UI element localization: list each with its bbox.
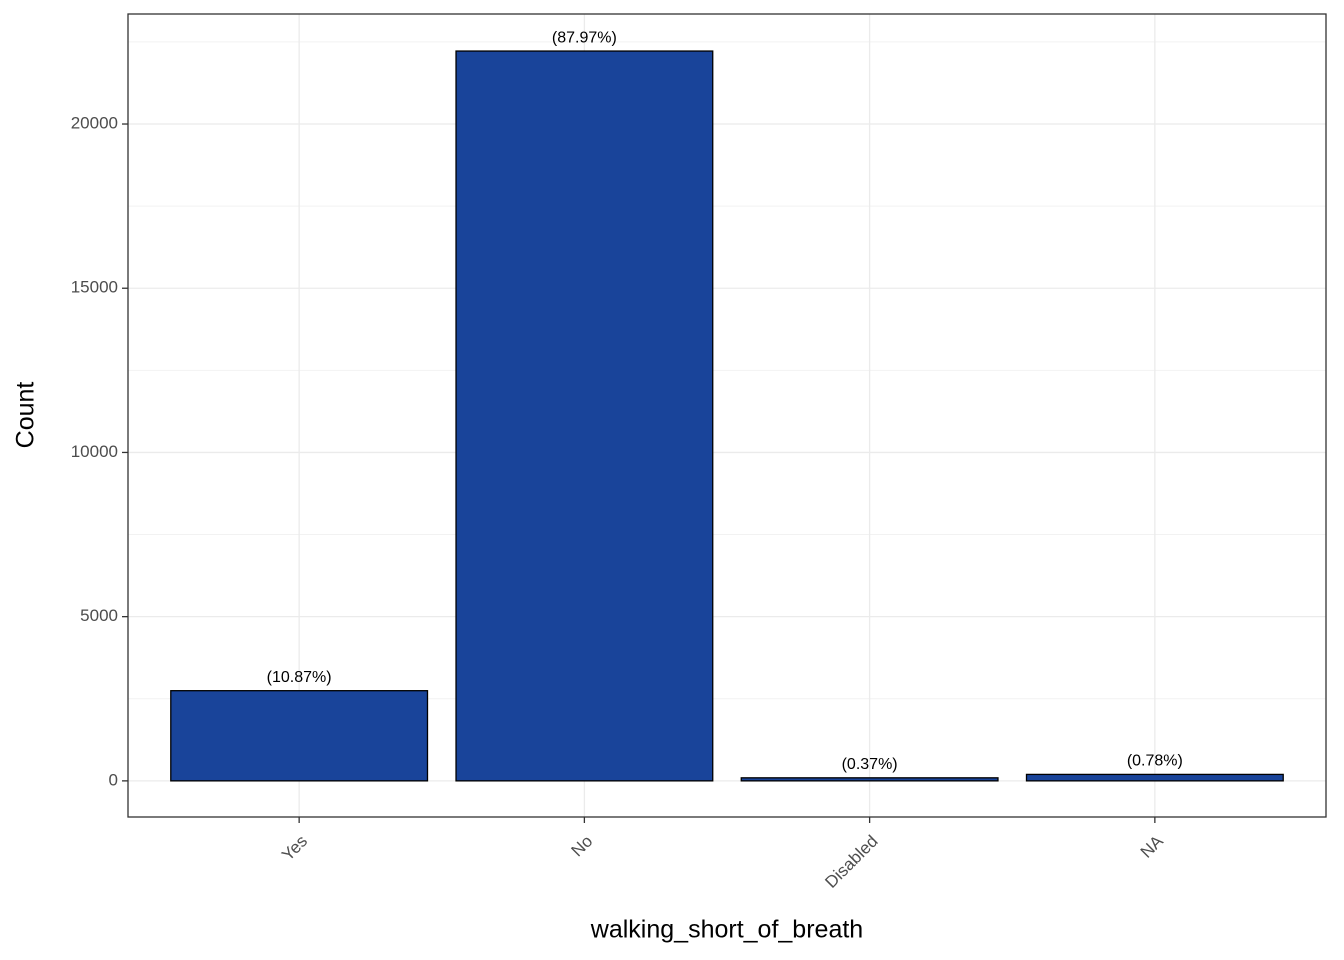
- bar: [170, 690, 429, 782]
- y-axis-title: Count: [12, 382, 40, 449]
- x-axis-title: walking_short_of_breath: [590, 916, 863, 944]
- bar-label: (0.37%): [842, 756, 898, 773]
- y-tick-label: 15000: [71, 278, 118, 297]
- bar-label: (0.78%): [1127, 753, 1183, 770]
- y-tick-label: 20000: [71, 114, 118, 133]
- y-tick-label: 10000: [71, 442, 118, 461]
- bar-label: (87.97%): [552, 29, 617, 46]
- y-tick-label: 5000: [80, 606, 118, 625]
- x-tick-label: No: [568, 832, 597, 861]
- x-tick-label: Yes: [278, 832, 311, 865]
- bar: [740, 777, 999, 782]
- x-tick-label: Disabled: [821, 832, 881, 892]
- bar: [455, 50, 714, 782]
- bar: [1025, 773, 1284, 782]
- panel-border: [127, 13, 1327, 818]
- bar-label: (10.87%): [267, 669, 332, 686]
- y-tick-label: 0: [109, 770, 118, 789]
- x-tick-label: NA: [1137, 831, 1168, 862]
